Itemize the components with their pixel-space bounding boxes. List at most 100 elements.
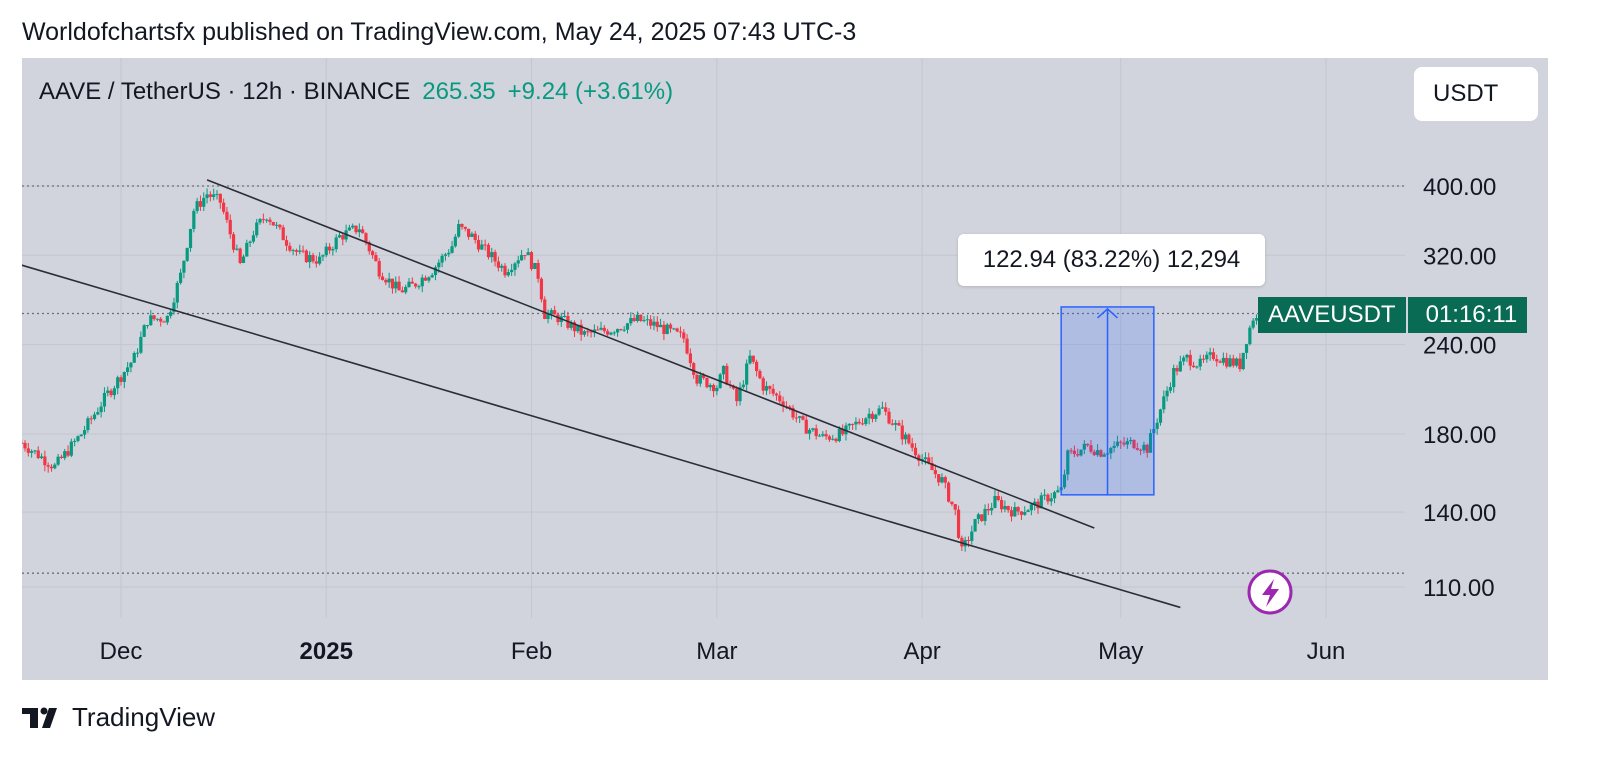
price-chart[interactable]: 400.00 320.00 240.00 180.00 140.00 110.00 Dec 2… — [22, 58, 1548, 680]
candle-body — [245, 242, 249, 257]
candle-body — [337, 235, 342, 238]
candle-body — [79, 434, 83, 437]
candle-body — [404, 286, 408, 293]
candle-body — [619, 329, 623, 331]
candle-body — [135, 352, 140, 354]
candle-body — [900, 425, 904, 440]
candle-body — [1056, 490, 1060, 493]
candle-body — [185, 248, 189, 261]
candle-body — [99, 406, 103, 413]
candle-body — [834, 438, 838, 442]
candle-body — [457, 224, 461, 237]
candle-body — [205, 194, 209, 198]
currency-button[interactable]: USDT — [1414, 67, 1538, 121]
candle-body — [1089, 445, 1093, 452]
axis-labels: 400.00 320.00 240.00 180.00 140.00 110.00 Dec 2… — [100, 174, 1497, 665]
candle-body — [76, 436, 80, 441]
candle-body — [596, 329, 600, 331]
candle-body — [917, 455, 921, 461]
candle-body — [1115, 441, 1120, 446]
candle-body — [1241, 352, 1245, 370]
candle-body — [1225, 357, 1229, 367]
tag-symbol: AAVEUSDT — [1258, 297, 1408, 333]
candle-body — [36, 450, 40, 459]
candle-body — [1201, 358, 1206, 360]
candle-body — [22, 442, 24, 444]
candle-body — [688, 353, 692, 364]
candle-body — [380, 276, 385, 280]
replay-button[interactable] — [1247, 569, 1293, 615]
lightning-icon — [1262, 579, 1279, 607]
candle-body — [248, 241, 252, 243]
candle-body — [582, 331, 587, 335]
candle-body — [367, 242, 371, 252]
candle-body — [665, 324, 669, 335]
chart-panel[interactable]: 400.00 320.00 240.00 180.00 140.00 110.00 Dec 2… — [22, 58, 1548, 680]
candle-body — [751, 355, 755, 362]
candle-body — [1049, 498, 1053, 502]
candle-body — [788, 406, 792, 408]
candle-body — [238, 248, 242, 263]
candle-body — [880, 407, 885, 409]
candle-body — [1218, 361, 1222, 363]
candle-body — [460, 224, 464, 227]
candle-body — [695, 374, 699, 384]
candle-body — [649, 319, 653, 326]
candle-body — [1039, 495, 1043, 509]
candle-body — [510, 269, 514, 273]
upper-channel-line[interactable] — [206, 179, 1095, 529]
candle-body — [864, 418, 868, 424]
candle-body — [1155, 422, 1159, 429]
price-axis-label: 320.00 — [1423, 243, 1496, 270]
candle-body — [126, 367, 130, 373]
candle-body — [327, 246, 332, 251]
candle-body — [390, 278, 395, 289]
candle-body — [1188, 354, 1192, 366]
candle-body — [860, 423, 865, 425]
candle-body — [341, 235, 345, 240]
candle-body — [43, 456, 47, 466]
candle-body — [1244, 344, 1249, 353]
candle-body — [132, 353, 136, 363]
candle-body — [370, 251, 375, 256]
candle-body — [655, 321, 659, 328]
candle-body — [1198, 358, 1202, 367]
candle-body — [867, 413, 871, 419]
candle-body — [420, 277, 424, 287]
candle-body — [394, 281, 398, 289]
candle-body — [278, 224, 282, 228]
candle-body — [1145, 444, 1149, 453]
candle-body — [1251, 320, 1255, 328]
candle-body — [69, 441, 73, 456]
candle-body — [1036, 501, 1040, 509]
candle-body — [1029, 504, 1033, 511]
candle-body — [506, 272, 510, 276]
candle-body — [301, 250, 305, 252]
candle-body — [1086, 443, 1090, 446]
candle-body — [824, 434, 828, 437]
candle-body — [526, 252, 530, 256]
candle-body — [397, 281, 401, 291]
candle-body — [980, 514, 984, 521]
candle-body — [152, 315, 156, 320]
candle-body — [569, 322, 573, 328]
candle-body — [298, 250, 302, 252]
candle-body — [175, 282, 179, 303]
candle-body — [615, 329, 620, 333]
candle-body — [1003, 506, 1007, 510]
candle-body — [798, 416, 802, 418]
candle-body — [973, 519, 977, 532]
candle-body — [572, 322, 577, 332]
price-change: +9.24 (+3.61%) — [507, 78, 674, 105]
candle-body — [702, 375, 706, 379]
lower-channel-line[interactable] — [22, 264, 1181, 609]
candle-body — [1168, 387, 1173, 391]
candle-body — [652, 321, 656, 326]
candle-body — [463, 226, 467, 229]
candle-body — [1205, 354, 1209, 360]
candle-body — [913, 447, 918, 456]
candle-body — [1006, 506, 1010, 511]
candle-body — [903, 434, 908, 440]
candle-body — [1122, 442, 1126, 445]
symbol-name[interactable]: AAVE / TetherUS · 12h · BINANCE — [39, 78, 411, 105]
